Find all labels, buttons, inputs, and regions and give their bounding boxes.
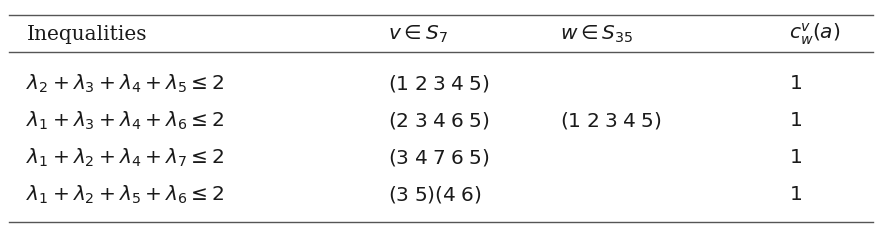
Text: $w \in S_{35}$: $w \in S_{35}$ — [560, 24, 633, 45]
Text: $\lambda_1 + \lambda_3 + \lambda_4 + \lambda_6 \leq 2$: $\lambda_1 + \lambda_3 + \lambda_4 + \la… — [26, 109, 225, 131]
Text: $(3\;5)(4\;6)$: $(3\;5)(4\;6)$ — [388, 183, 482, 204]
Text: Inequalities: Inequalities — [26, 25, 147, 44]
Text: $\lambda_1 + \lambda_2 + \lambda_4 + \lambda_7 \leq 2$: $\lambda_1 + \lambda_2 + \lambda_4 + \la… — [26, 146, 225, 168]
Text: $(1\;2\;3\;4\;5)$: $(1\;2\;3\;4\;5)$ — [560, 110, 662, 131]
Text: $c^v_w(a)$: $c^v_w(a)$ — [789, 22, 841, 47]
Text: $\lambda_1 + \lambda_2 + \lambda_5 + \lambda_6 \leq 2$: $\lambda_1 + \lambda_2 + \lambda_5 + \la… — [26, 183, 225, 204]
Text: $1$: $1$ — [789, 147, 803, 166]
Text: $\lambda_2 + \lambda_3 + \lambda_4 + \lambda_5 \leq 2$: $\lambda_2 + \lambda_3 + \lambda_4 + \la… — [26, 73, 225, 95]
Text: $1$: $1$ — [789, 74, 803, 93]
Text: $(2\;3\;4\;6\;5)$: $(2\;3\;4\;6\;5)$ — [388, 110, 490, 131]
Text: $v \in S_7$: $v \in S_7$ — [388, 24, 448, 45]
Text: $1$: $1$ — [789, 111, 803, 130]
Text: $(3\;4\;7\;6\;5)$: $(3\;4\;7\;6\;5)$ — [388, 146, 490, 167]
Text: $(1\;2\;3\;4\;5)$: $(1\;2\;3\;4\;5)$ — [388, 73, 490, 94]
Text: $1$: $1$ — [789, 184, 803, 203]
